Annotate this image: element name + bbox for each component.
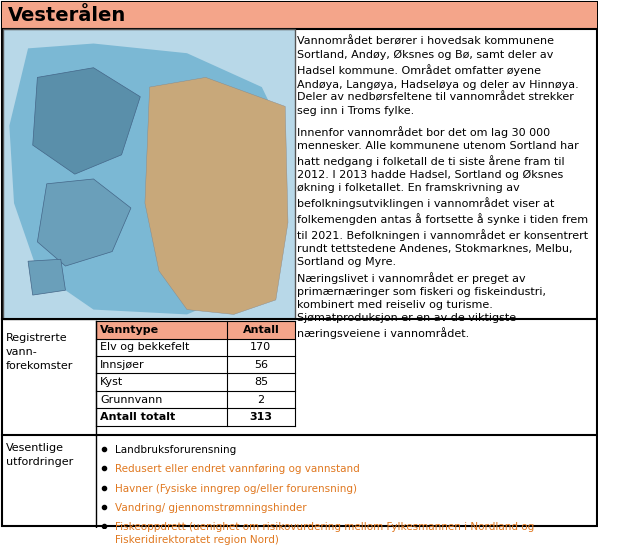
Text: Fiskeoppdrett (uenighet om risikovurdering mellom Fylkesmannen i Nordland og
Fis: Fiskeoppdrett (uenighet om risikovurderi… — [115, 523, 534, 545]
Text: Vesterålen: Vesterålen — [8, 6, 125, 25]
Bar — [3, 29, 294, 319]
Polygon shape — [10, 44, 280, 314]
Polygon shape — [37, 179, 131, 266]
Text: Innsjøer: Innsjøer — [100, 360, 145, 370]
Text: Kyst: Kyst — [100, 377, 124, 387]
Text: 313: 313 — [250, 412, 273, 422]
Text: Grunnvann: Grunnvann — [100, 395, 163, 405]
Text: Antall totalt: Antall totalt — [100, 412, 175, 422]
Bar — [3, 29, 294, 319]
Text: Næringslivet i vannområdet er preget av
primærnæringer som fiskeri og fiskeindus: Næringslivet i vannområdet er preget av … — [298, 272, 547, 339]
Bar — [96, 408, 294, 426]
Polygon shape — [28, 259, 65, 295]
Bar — [96, 321, 294, 339]
Text: Redusert eller endret vannføring og vannstand: Redusert eller endret vannføring og vann… — [115, 464, 360, 474]
Text: Antall: Antall — [243, 325, 279, 335]
Bar — [96, 339, 294, 356]
Bar — [96, 391, 294, 408]
Text: Vanntype: Vanntype — [100, 325, 159, 335]
Bar — [96, 373, 294, 391]
Text: Landbruksforurensning: Landbruksforurensning — [115, 445, 236, 455]
Text: 2: 2 — [257, 395, 264, 405]
Bar — [3, 29, 294, 319]
Text: Registrerte
vann-
forekomster: Registrerte vann- forekomster — [6, 333, 73, 371]
Text: 56: 56 — [254, 360, 268, 370]
Text: Vandring/ gjennomstrømningshinder: Vandring/ gjennomstrømningshinder — [115, 503, 307, 513]
Bar — [2, 2, 596, 29]
Text: Innenfor vannområdet bor det om lag 30 000
mennesker. Alle kommunene utenom Sort: Innenfor vannområdet bor det om lag 30 0… — [298, 126, 588, 268]
Text: Vannområdet berører i hovedsak kommunene
Sortland, Andøy, Øksnes og Bø, samt del: Vannområdet berører i hovedsak kommunene… — [298, 37, 579, 116]
Text: 85: 85 — [254, 377, 268, 387]
Text: 170: 170 — [250, 342, 271, 352]
Polygon shape — [145, 78, 288, 314]
Text: Vesentlige
utfordringer: Vesentlige utfordringer — [6, 443, 73, 467]
Polygon shape — [33, 68, 140, 174]
Text: Elv og bekkefelt: Elv og bekkefelt — [100, 342, 189, 352]
Text: Havner (Fysiske inngrep og/eller forurensning): Havner (Fysiske inngrep og/eller foruren… — [115, 484, 357, 494]
Bar — [96, 356, 294, 373]
